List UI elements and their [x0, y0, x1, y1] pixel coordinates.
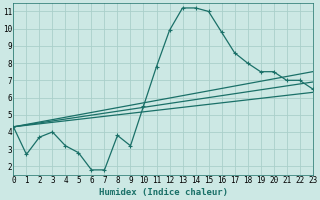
- X-axis label: Humidex (Indice chaleur): Humidex (Indice chaleur): [99, 188, 228, 197]
